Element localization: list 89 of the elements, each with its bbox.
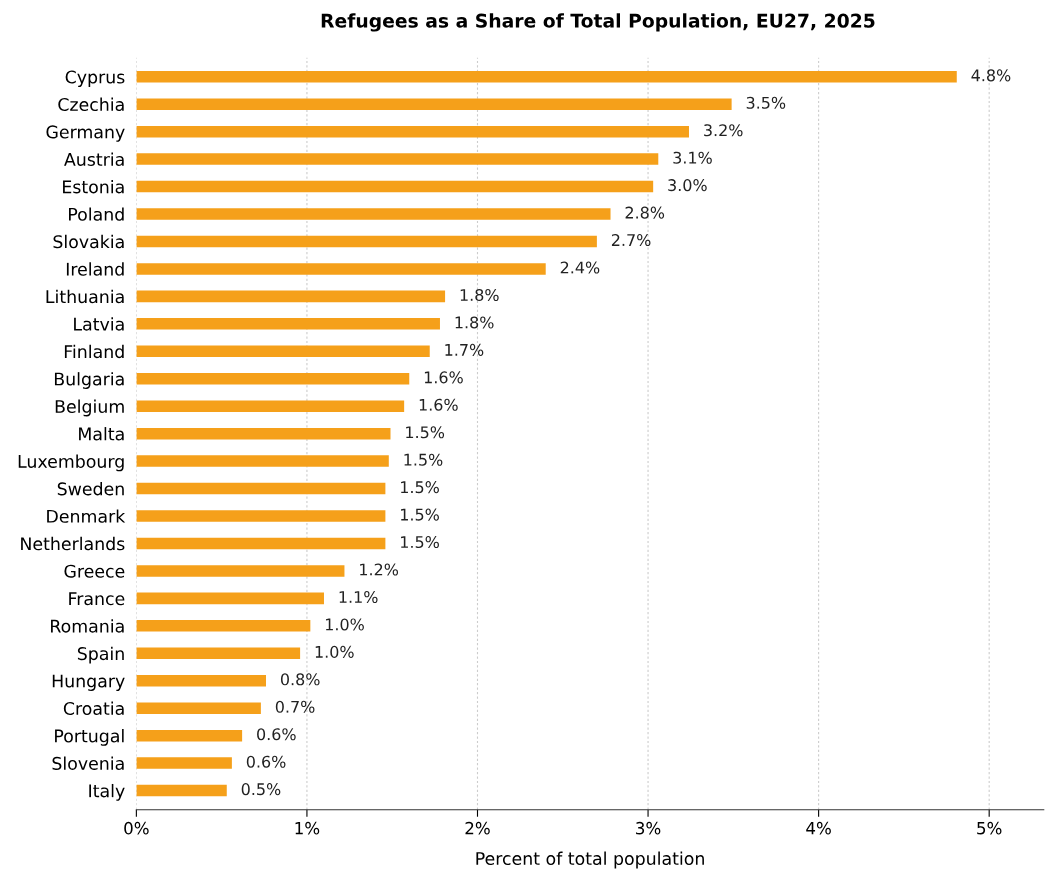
bar bbox=[136, 565, 345, 577]
bar bbox=[136, 98, 732, 110]
y-tick-label: Netherlands bbox=[21, 536, 125, 551]
data-label: 1.8% bbox=[460, 288, 499, 302]
data-label: 1.5% bbox=[406, 426, 445, 439]
x-tick-label: 5% bbox=[977, 821, 1002, 835]
bar bbox=[136, 372, 410, 385]
y-tick-label: Belgium bbox=[55, 399, 124, 417]
y-tick-label: Austria bbox=[64, 152, 124, 166]
data-label: 4.8% bbox=[971, 69, 1011, 82]
data-label: 1.5% bbox=[401, 481, 439, 494]
data-label: 0.7% bbox=[275, 700, 315, 713]
y-tick-label: Finland bbox=[64, 344, 124, 359]
y-tick-label: Poland bbox=[69, 207, 124, 221]
y-tick-label: Czechia bbox=[58, 97, 124, 112]
bar bbox=[136, 482, 386, 495]
data-label: 3.0% bbox=[668, 179, 707, 192]
data-label: 1.7% bbox=[445, 343, 484, 356]
data-label: 2.4% bbox=[560, 261, 600, 274]
y-tick-label: Portugal bbox=[55, 729, 124, 746]
data-label: 1.6% bbox=[424, 371, 463, 384]
y-tick-label: Greece bbox=[64, 564, 125, 578]
y-tick-label: Croatia bbox=[63, 701, 124, 716]
x-tick-label: 2% bbox=[465, 821, 490, 835]
data-label: 0.6% bbox=[246, 755, 286, 768]
y-tick-label: Denmark bbox=[47, 509, 126, 523]
bar bbox=[136, 729, 243, 742]
bar bbox=[136, 125, 689, 138]
y-tick-label: Luxembourg bbox=[18, 454, 124, 472]
data-label: 0.5% bbox=[241, 783, 281, 796]
x-tick-label: 3% bbox=[636, 821, 661, 835]
bar bbox=[136, 674, 266, 687]
bar bbox=[136, 290, 446, 303]
data-label: 1.5% bbox=[404, 453, 443, 466]
y-tick-label: Italy bbox=[89, 783, 125, 801]
bar bbox=[136, 318, 440, 330]
chart-title: Refugees as a Share of Total Population, EU27, 2025 bbox=[321, 13, 875, 32]
y-tick-label: Spain bbox=[77, 646, 124, 664]
data-label: 2.8% bbox=[625, 206, 665, 219]
bar bbox=[136, 702, 261, 714]
data-label: 1.5% bbox=[401, 508, 439, 521]
bar bbox=[136, 235, 597, 248]
bar bbox=[136, 153, 659, 165]
bar bbox=[136, 510, 386, 522]
bar bbox=[136, 400, 405, 412]
y-tick-label: Bulgaria bbox=[54, 372, 124, 389]
y-tick-label: Estonia bbox=[63, 179, 124, 194]
data-label: 1.8% bbox=[455, 316, 494, 329]
bar bbox=[136, 208, 611, 220]
bar bbox=[136, 180, 654, 193]
y-tick-label: Slovenia bbox=[52, 756, 124, 770]
data-label: 1.0% bbox=[315, 645, 354, 658]
x-tick-label: 4% bbox=[806, 821, 831, 835]
data-label: 1.2% bbox=[360, 563, 399, 576]
y-tick-label: Germany bbox=[46, 125, 125, 142]
x-axis-title: Percent of total population bbox=[476, 851, 704, 869]
bar bbox=[136, 592, 324, 605]
bar bbox=[136, 647, 301, 660]
y-tick-label: Malta bbox=[79, 427, 124, 441]
y-tick-label: Ireland bbox=[66, 262, 124, 276]
x-tick-label: 0% bbox=[124, 821, 149, 835]
data-label: 0.8% bbox=[280, 673, 320, 686]
data-label: 3.1% bbox=[673, 151, 712, 164]
bar bbox=[136, 427, 391, 440]
bar bbox=[136, 757, 232, 769]
bar bbox=[136, 263, 546, 275]
data-label: 2.7% bbox=[611, 234, 651, 247]
bar bbox=[136, 537, 386, 550]
x-tick-label: 1% bbox=[295, 821, 320, 835]
bar bbox=[136, 70, 957, 83]
y-tick-label: Romania bbox=[51, 619, 124, 633]
y-tick-label: Lithuania bbox=[46, 289, 124, 304]
data-label: 3.2% bbox=[704, 124, 743, 137]
data-label: 0.6% bbox=[257, 728, 296, 741]
data-label: 1.1% bbox=[339, 590, 378, 604]
bar bbox=[136, 784, 227, 797]
y-tick-label: Cyprus bbox=[65, 70, 125, 87]
y-tick-label: Hungary bbox=[52, 674, 125, 691]
y-tick-label: Sweden bbox=[57, 481, 124, 496]
bar bbox=[136, 620, 311, 632]
bar bbox=[136, 345, 430, 358]
data-label: 1.5% bbox=[401, 536, 439, 549]
y-tick-label: France bbox=[69, 592, 125, 606]
bar bbox=[136, 455, 389, 467]
y-tick-label: Latvia bbox=[74, 317, 124, 331]
data-label: 1.6% bbox=[419, 398, 458, 411]
y-tick-label: Slovakia bbox=[53, 234, 124, 249]
data-label: 3.5% bbox=[746, 96, 786, 109]
data-label: 1.0% bbox=[325, 618, 364, 631]
